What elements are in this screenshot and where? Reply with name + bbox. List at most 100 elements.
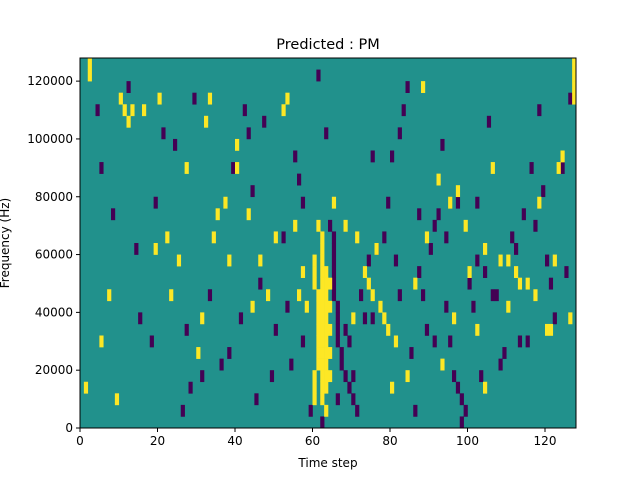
heatmap-cell-negative: [347, 335, 352, 348]
heatmap-cell-negative: [331, 231, 337, 244]
heatmap-cell-negative: [254, 393, 259, 406]
heatmap-cell-positive: [320, 335, 325, 348]
heatmap-cell-negative: [328, 219, 333, 232]
x-tick-label: 80: [382, 434, 397, 448]
heatmap-cell-negative: [293, 150, 298, 163]
heatmap-cell-negative: [188, 381, 193, 394]
heatmap-cell-positive: [320, 277, 325, 290]
heatmap-cell-negative: [444, 231, 449, 244]
heatmap-cell-positive: [316, 289, 321, 302]
heatmap-cell-positive: [227, 254, 232, 267]
heatmap-cell-negative: [455, 196, 461, 209]
heatmap-cell-positive: [312, 370, 317, 383]
heatmap-cell-positive: [196, 347, 201, 359]
heatmap-cell-negative: [343, 323, 348, 336]
heatmap-cell-positive: [324, 335, 329, 348]
heatmap-cell-positive: [250, 300, 255, 313]
heatmap-cell-positive: [324, 312, 329, 325]
heatmap-cell-negative: [417, 208, 422, 221]
heatmap-cell-negative: [246, 127, 251, 140]
heatmap-cell-negative: [316, 69, 321, 82]
heatmap-cell-negative: [339, 347, 344, 359]
heatmap-cell-positive: [343, 219, 348, 232]
heatmap-cell-positive: [204, 115, 209, 128]
heatmap-cell-positive: [87, 58, 92, 70]
heatmap-cell-negative: [428, 243, 433, 255]
heatmap-cell-negative: [366, 254, 371, 267]
heatmap-cell-positive: [200, 312, 205, 325]
x-tick-label: 120: [534, 434, 557, 448]
heatmap-cell-negative: [393, 254, 399, 267]
heatmap-cell-positive: [320, 358, 325, 371]
heatmap-cell-positive: [556, 162, 561, 174]
heatmap-cell-negative: [424, 323, 430, 336]
heatmap-cell-negative: [281, 231, 286, 244]
heatmap-cell-positive: [266, 289, 271, 302]
heatmap-cell-positive: [107, 289, 112, 302]
heatmap-cell-negative: [479, 370, 484, 383]
heatmap-cell-negative: [250, 185, 255, 198]
heatmap-cell-positive: [215, 208, 220, 221]
heatmap-cell-positive: [118, 92, 123, 105]
heatmap-cell-negative: [459, 416, 464, 429]
heatmap-cell-positive: [506, 254, 511, 267]
heatmap-cell-positive: [405, 370, 410, 383]
heatmap-cell-negative: [184, 323, 189, 336]
heatmap-cell-negative: [390, 150, 395, 163]
heatmap-cell-positive: [258, 254, 263, 267]
heatmap-cell-negative: [297, 173, 302, 186]
heatmap-cell-negative: [219, 358, 224, 371]
heatmap-cell-negative: [200, 370, 205, 383]
heatmap-cell-negative: [483, 266, 488, 278]
heatmap-cell-negative: [463, 404, 468, 417]
heatmap-cell-negative: [545, 254, 550, 267]
heatmap-cell-positive: [312, 393, 317, 406]
heatmap-cell-positive: [525, 277, 530, 290]
heatmap-cell-positive: [568, 312, 573, 325]
heatmap-cell-negative: [432, 335, 437, 348]
heatmap-cell-positive: [324, 323, 329, 336]
heatmap-cell-negative: [494, 289, 499, 302]
heatmap-cell-positive: [548, 323, 554, 336]
heatmap-cell-negative: [335, 393, 340, 406]
heatmap-cell-negative: [285, 300, 290, 313]
heatmap-cell-negative: [300, 335, 306, 348]
heatmap-cell-positive: [390, 381, 395, 394]
y-tick-label: 60000: [35, 248, 73, 262]
heatmap-cell-positive: [246, 208, 251, 221]
heatmap-cell-negative: [552, 312, 557, 325]
heatmap-cell-negative: [455, 381, 461, 394]
heatmap-cell-positive: [537, 196, 542, 209]
y-axis-label: Frequency (Hz): [0, 198, 12, 289]
heatmap-cell-positive: [328, 277, 333, 290]
heatmap-cell-positive: [316, 300, 321, 313]
heatmap-cell-negative: [289, 358, 294, 371]
heatmap-cell-negative: [331, 289, 337, 302]
x-tick-label: 40: [227, 434, 242, 448]
heatmap-cell-negative: [564, 266, 569, 278]
y-tick-label: 80000: [35, 190, 73, 204]
heatmap-cell-positive: [440, 358, 445, 371]
heatmap-cell-negative: [432, 219, 437, 232]
heatmap-cell-negative: [459, 393, 464, 406]
heatmap-cell-positive: [235, 162, 240, 174]
y-tick-label: 120000: [27, 74, 73, 88]
heatmap-cell-negative: [335, 323, 340, 336]
heatmap-cell-positive: [83, 381, 89, 394]
plot-frame: [79, 57, 577, 429]
heatmap-cell-positive: [312, 254, 317, 267]
heatmap-cell-positive: [498, 254, 503, 267]
heatmap-cell-positive: [320, 254, 325, 267]
heatmap-cell-positive: [300, 266, 306, 278]
heatmap-cell-positive: [324, 300, 329, 313]
heatmap-cell-positive: [324, 289, 329, 302]
heatmap-cell-negative: [258, 277, 263, 290]
heatmap-cell-negative: [514, 243, 519, 255]
y-tick-label: 0: [65, 421, 73, 435]
heatmap-cell-negative: [351, 393, 356, 406]
heatmap-cell-negative: [401, 104, 406, 117]
heatmap-cell-negative: [448, 335, 453, 348]
heatmap-cell-positive: [99, 335, 104, 348]
heatmap-cell-negative: [397, 127, 402, 140]
heatmap-cell-positive: [572, 58, 577, 70]
